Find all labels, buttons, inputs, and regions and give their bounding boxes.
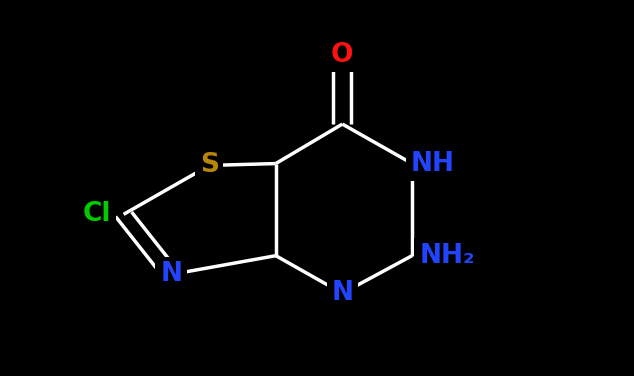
Text: N: N [332,280,353,306]
Text: NH: NH [410,150,455,177]
Text: O: O [331,41,354,68]
Text: NH₂: NH₂ [419,243,475,269]
Text: S: S [200,152,219,179]
Text: Cl: Cl [83,201,111,227]
Text: N: N [160,261,182,288]
